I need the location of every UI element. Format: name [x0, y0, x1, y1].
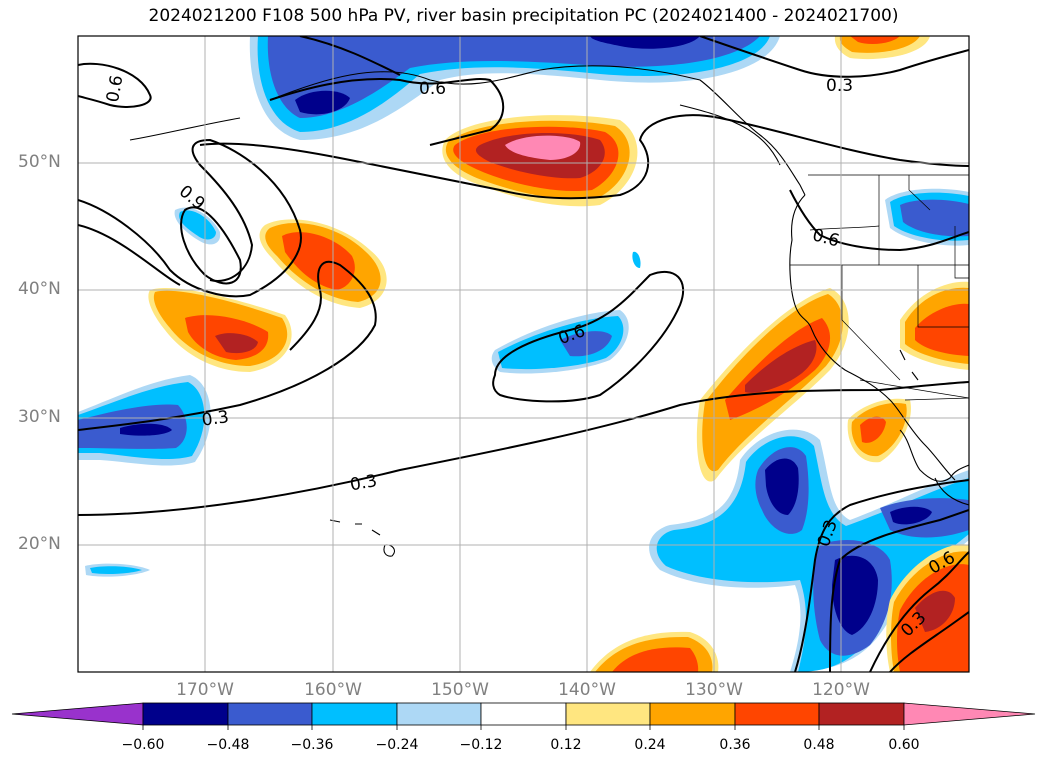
colorbar-tick-label: 0.36 [719, 737, 751, 753]
colorbar-segment [649, 702, 736, 726]
contour-label: 0.6 [810, 225, 841, 251]
colorbar-segment [227, 702, 313, 726]
colorbar-tick-label: −0.36 [290, 737, 334, 753]
colorbar-extend-min [11, 702, 144, 726]
lon-tick-label: 150°W [431, 680, 489, 700]
contour-label: 0.3 [348, 471, 378, 495]
colorbar-tick-label: −0.48 [206, 737, 250, 753]
colorbar-segment [311, 702, 398, 726]
contour-label: 0.6 [419, 79, 446, 99]
colorbar-tick-label: −0.24 [375, 737, 419, 753]
lat-tick-label: 50°N [18, 152, 61, 172]
lon-tick-label: 120°W [812, 680, 870, 700]
coastlines [129, 65, 969, 557]
colorbar-segment [142, 702, 229, 726]
colorbar-tick-label: 0.60 [888, 737, 920, 753]
colorbar-tick-label: −0.12 [459, 737, 503, 753]
map-frame [77, 35, 970, 673]
colorbar-tick-label: 0.12 [550, 737, 582, 753]
colorbar [11, 702, 1036, 730]
colorbar-segment [818, 702, 905, 726]
contour-label: 0.3 [826, 76, 853, 96]
map-title: 2024021200 F108 500 hPa PV, river basin … [148, 6, 899, 26]
precip-shading [78, 36, 969, 672]
colorbar-extend-max [903, 702, 1036, 726]
lon-tick-label: 160°W [304, 680, 362, 700]
lat-tick-label: 20°N [18, 534, 61, 554]
political-borders [790, 174, 969, 401]
contour-label: 0.3 [201, 407, 231, 431]
colorbar-tick-label: −0.60 [121, 737, 165, 753]
colorbar-tick-label: 0.48 [803, 737, 835, 753]
lon-tick-label: 170°W [176, 680, 234, 700]
colorbar-segment [396, 702, 482, 726]
contour-label: 0.6 [103, 74, 127, 104]
colorbar-segment [480, 702, 567, 726]
colorbar-tick-label: 0.24 [634, 737, 666, 753]
colorbar-segment [565, 702, 651, 726]
lon-tick-label: 130°W [685, 680, 743, 700]
lat-tick-label: 30°N [18, 407, 61, 427]
lat-tick-label: 40°N [18, 279, 61, 299]
lon-tick-label: 140°W [558, 680, 616, 700]
colorbar-segment [734, 702, 820, 726]
gridlines [78, 36, 969, 672]
